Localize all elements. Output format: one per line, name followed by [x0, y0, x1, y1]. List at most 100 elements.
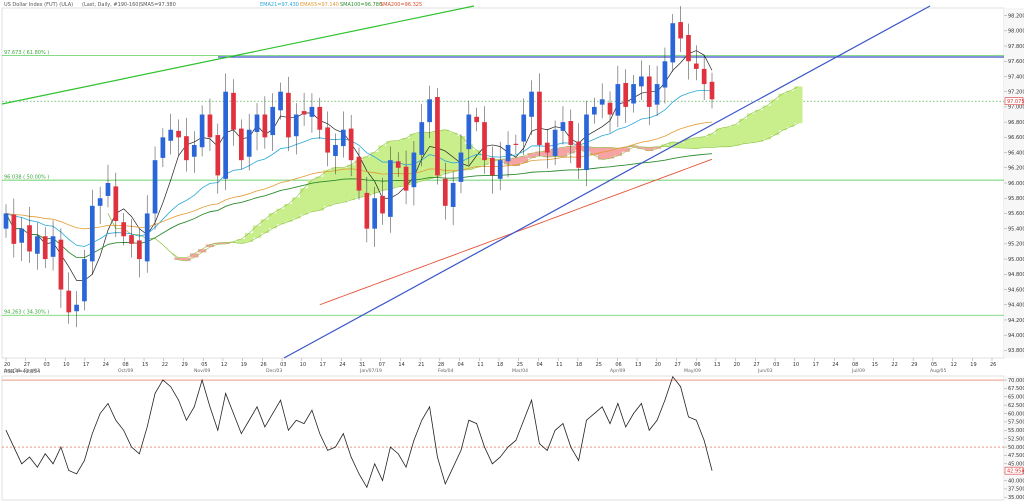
month-label: Aug/18 — [4, 368, 20, 374]
candle-down — [482, 122, 487, 161]
price-tick-label: 96.000 — [1008, 181, 1024, 187]
rsi-point — [256, 406, 258, 408]
rsi-point — [382, 480, 383, 481]
rsi-point — [711, 470, 713, 471]
candle-up — [591, 106, 597, 115]
rising-trendline — [283, 5, 931, 359]
rsi-point — [688, 416, 689, 418]
x-tick-label: 13 — [635, 362, 641, 368]
x-tick-label: 20 — [655, 362, 661, 368]
x-tick-label: 12 — [951, 362, 957, 368]
rsi-point — [131, 446, 132, 448]
sma100-readout: SMA100=96.780 — [340, 2, 382, 8]
rsi-point — [452, 466, 454, 468]
candle-up — [144, 213, 150, 262]
rsi-point — [366, 486, 368, 488]
rsi-tick-label: 40.000 — [1008, 478, 1024, 484]
candle-up — [89, 205, 95, 262]
candle-up — [97, 198, 103, 206]
price-tick-label: 95.000 — [1008, 257, 1024, 263]
price-tick-label: 96.400 — [1008, 150, 1024, 156]
price-tick-label: 95.200 — [1008, 242, 1024, 248]
rsi-point — [656, 419, 658, 421]
fib-level-label: 94.263 ( 34.30% ) — [4, 310, 49, 316]
candle-up — [419, 122, 425, 155]
rsi-tick-label: 52.500 — [1008, 436, 1024, 442]
rsi-point — [193, 406, 195, 408]
x-tick-label: 24 — [103, 362, 109, 368]
x-tick-label: 26 — [260, 362, 266, 368]
x-tick-label: 03 — [773, 362, 779, 368]
x-tick-label: 08 — [852, 362, 858, 368]
x-tick-label: 03 — [43, 362, 49, 368]
candle-down — [513, 143, 519, 145]
month-label: Dec/03 — [266, 368, 282, 374]
x-tick-label: 15 — [872, 362, 878, 368]
x-tick-label: 10 — [63, 362, 69, 368]
candle-up — [19, 228, 25, 243]
price-tick-label: 97.400 — [1008, 74, 1024, 80]
price-tick-label: 98.200 — [1008, 13, 1024, 19]
candle-down — [113, 186, 119, 222]
rsi-point — [609, 423, 611, 424]
rsi-tick-label: 57.500 — [1008, 420, 1024, 426]
rsi-point — [248, 419, 250, 421]
x-tick-label: 22 — [891, 362, 897, 368]
candle-up — [639, 76, 644, 87]
rsi-point — [343, 433, 344, 434]
rsi-point — [335, 446, 336, 448]
rsi-point — [139, 453, 140, 455]
rsi-point — [217, 429, 219, 431]
candle-down — [646, 76, 652, 107]
x-tick-label: 06 — [615, 362, 621, 368]
rsi-point — [288, 429, 289, 431]
candle-down — [678, 22, 683, 39]
x-tick-label: 05 — [931, 362, 937, 368]
rsi-point — [146, 426, 148, 428]
x-tick-label: 27 — [674, 362, 680, 368]
rsi-tick-label: 35.000 — [1008, 495, 1024, 501]
rsi-point — [154, 393, 156, 394]
month-label: Jul/09 — [851, 368, 865, 374]
candle-down — [607, 102, 613, 115]
rsi-point — [633, 413, 634, 414]
rsi-point — [358, 473, 360, 475]
candle-up — [662, 61, 668, 88]
rsi-point — [170, 386, 172, 388]
candle-down — [286, 92, 291, 138]
rsi-point — [99, 413, 101, 414]
candle-up — [293, 114, 299, 137]
x-tick-label: 03 — [280, 362, 286, 368]
rsi-panel[interactable] — [1, 375, 1005, 501]
rsi-point — [696, 419, 697, 421]
x-tick-label: 11 — [477, 362, 483, 368]
candle-down — [568, 120, 574, 145]
rsi-point — [186, 419, 187, 421]
rsi-point — [664, 399, 666, 401]
rsi-point — [492, 463, 493, 465]
rsi-tick-label: 65.000 — [1008, 395, 1024, 401]
x-tick-label: 26 — [990, 362, 996, 368]
candle-up — [191, 144, 197, 157]
x-tick-label: 14 — [398, 362, 404, 368]
month-label: Nov/09 — [194, 368, 210, 374]
rsi-point — [225, 393, 226, 394]
rsi-point — [601, 406, 603, 408]
x-tick-label: 19 — [970, 362, 976, 368]
rsi-point — [123, 429, 124, 431]
rsi-point — [703, 440, 705, 441]
rsi-point — [570, 446, 572, 448]
price-panel[interactable] — [1, 7, 1005, 359]
rsi-point — [60, 446, 62, 448]
x-tick-label: 24 — [339, 362, 345, 368]
rsi-tick-label: 60.000 — [1008, 411, 1024, 417]
candle-down — [701, 68, 707, 85]
candle-down — [11, 214, 17, 244]
rsi-point — [586, 419, 587, 421]
chart-info: (Last, Daily, #190-160) — [82, 2, 140, 8]
x-tick-label: 22 — [162, 362, 168, 368]
candle-up — [458, 152, 464, 182]
rsi-point — [295, 419, 297, 421]
candle-up — [3, 213, 9, 229]
